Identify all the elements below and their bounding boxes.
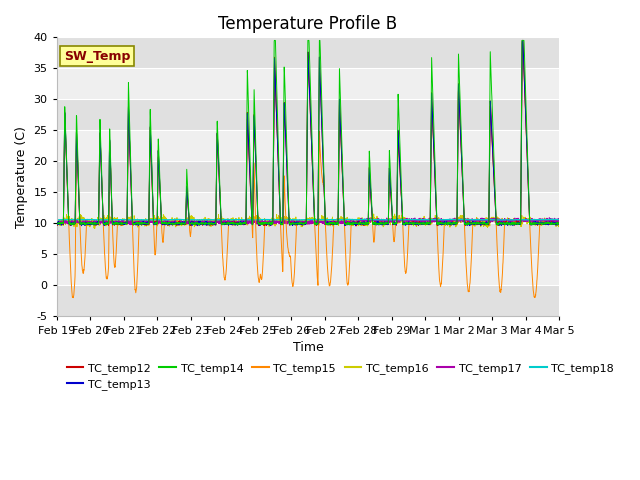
TC_temp18 (556, 216, 563, 222)
TC_temp15 (212, 193, 220, 199)
TC_temp12 (404, 220, 412, 226)
TC_temp16 (404, 220, 412, 226)
TC_temp13 (77, 223, 85, 228)
Bar (57, 223, 559, 254)
TC_temp12 (556, 221, 563, 227)
Bar (57, 131, 559, 161)
TC_temp12 (430, 155, 438, 160)
Line: TC_temp18: TC_temp18 (57, 219, 559, 220)
TC_temp18 (404, 217, 412, 223)
TC_temp12 (403, 221, 411, 227)
TC_temp13 (556, 221, 563, 227)
Title: Temperature Profile B: Temperature Profile B (218, 15, 397, 33)
TC_temp16 (212, 220, 220, 226)
TC_temp17 (468, 218, 476, 224)
TC_temp16 (372, 217, 380, 223)
Legend: TC_temp12, TC_temp13, TC_temp14, TC_temp15, TC_temp16, TC_temp17, TC_temp18: TC_temp12, TC_temp13, TC_temp14, TC_temp… (62, 359, 618, 395)
TC_temp13 (371, 220, 379, 226)
Text: SW_Temp: SW_Temp (64, 49, 131, 63)
TC_temp16 (53, 216, 61, 222)
TC_temp15 (556, 219, 563, 225)
TC_temp18 (404, 217, 412, 223)
TC_temp18 (359, 216, 367, 222)
TC_temp17 (212, 219, 220, 225)
Bar (57, 99, 559, 131)
TC_temp17 (371, 217, 379, 223)
Y-axis label: Temperature (C): Temperature (C) (15, 126, 28, 228)
TC_temp16 (556, 216, 563, 222)
TC_temp16 (321, 210, 328, 216)
Line: TC_temp16: TC_temp16 (57, 213, 559, 228)
TC_temp12 (212, 204, 220, 210)
TC_temp13 (53, 220, 61, 226)
TC_temp15 (53, 221, 61, 227)
TC_temp14 (212, 202, 220, 207)
TC_temp15 (430, 157, 438, 163)
X-axis label: Time: Time (292, 341, 323, 354)
TC_temp14 (371, 220, 379, 226)
TC_temp18 (468, 217, 476, 223)
TC_temp18 (53, 217, 61, 223)
TC_temp12 (352, 223, 360, 229)
TC_temp17 (81, 223, 89, 228)
TC_temp15 (518, 37, 526, 43)
TC_temp14 (271, 37, 278, 43)
TC_temp13 (404, 220, 412, 226)
TC_temp14 (430, 137, 438, 143)
TC_temp15 (371, 221, 379, 227)
TC_temp18 (212, 217, 220, 223)
TC_temp15 (404, 251, 412, 256)
TC_temp15 (70, 295, 77, 300)
TC_temp14 (556, 220, 563, 226)
TC_temp14 (404, 221, 412, 227)
Line: TC_temp15: TC_temp15 (57, 40, 559, 298)
Line: TC_temp13: TC_temp13 (57, 40, 559, 226)
TC_temp14 (494, 222, 502, 228)
TC_temp17 (556, 216, 563, 222)
Bar (57, 192, 559, 223)
TC_temp13 (403, 220, 411, 226)
Bar (57, 68, 559, 99)
Bar (57, 286, 559, 316)
TC_temp12 (371, 220, 379, 226)
TC_temp16 (404, 218, 412, 224)
TC_temp16 (468, 218, 476, 224)
TC_temp12 (518, 37, 526, 43)
TC_temp12 (53, 219, 61, 225)
Line: TC_temp17: TC_temp17 (57, 218, 559, 226)
TC_temp17 (404, 218, 412, 224)
TC_temp14 (468, 221, 476, 227)
TC_temp12 (468, 219, 476, 225)
TC_temp17 (430, 218, 438, 224)
TC_temp18 (193, 217, 201, 223)
TC_temp14 (53, 220, 61, 226)
TC_temp13 (212, 192, 220, 198)
TC_temp13 (518, 37, 526, 43)
TC_temp18 (431, 217, 438, 223)
TC_temp16 (431, 219, 438, 225)
TC_temp13 (430, 154, 438, 159)
TC_temp17 (53, 219, 61, 225)
TC_temp13 (468, 221, 476, 227)
Bar (57, 254, 559, 286)
TC_temp15 (468, 254, 476, 260)
Line: TC_temp12: TC_temp12 (57, 40, 559, 226)
TC_temp18 (372, 217, 380, 223)
TC_temp17 (545, 215, 553, 221)
Line: TC_temp14: TC_temp14 (57, 40, 559, 225)
TC_temp14 (403, 220, 411, 226)
Bar (57, 161, 559, 192)
TC_temp16 (91, 226, 99, 231)
TC_temp17 (403, 217, 411, 223)
Bar (57, 37, 559, 68)
TC_temp15 (403, 254, 411, 260)
